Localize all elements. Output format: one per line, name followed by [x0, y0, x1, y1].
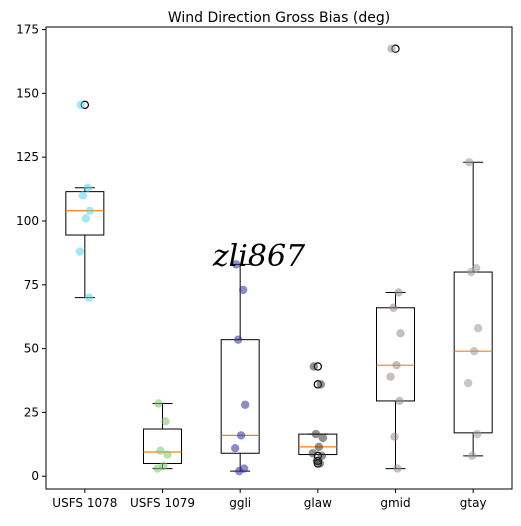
y-axis: 0 25 50 75 100 125 150 175 — [16, 23, 46, 483]
data-point — [315, 459, 325, 468]
y-tick-label: 125 — [16, 150, 39, 164]
data-point — [393, 464, 402, 473]
x-tick-label: gtay — [460, 496, 487, 510]
data-point — [316, 380, 326, 389]
data-point — [395, 396, 404, 406]
y-tick-label: 50 — [24, 342, 39, 356]
box-group — [298, 362, 338, 468]
data-point — [236, 431, 246, 440]
data-point — [473, 323, 483, 333]
y-tick-label: 150 — [16, 86, 39, 100]
data-point — [396, 329, 405, 338]
box-group — [65, 100, 105, 299]
data-point — [230, 443, 240, 453]
box-group — [376, 44, 415, 470]
data-point — [238, 285, 248, 295]
box-group — [143, 402, 182, 470]
data-point — [472, 429, 482, 439]
data-point — [163, 450, 172, 459]
x-tick-label: USFS 1079 — [130, 496, 195, 510]
data-point — [311, 429, 321, 439]
iqr-box — [65, 191, 105, 236]
data-point — [84, 293, 94, 302]
data-point — [233, 335, 243, 344]
iqr-box — [143, 428, 182, 464]
data-point — [85, 206, 95, 215]
data-point — [309, 362, 319, 371]
plot-frame — [45, 26, 513, 490]
data-point — [161, 417, 170, 426]
data-point — [390, 432, 399, 441]
data-point — [308, 449, 318, 458]
x-axis: USFS 1078 USFS 1079 ggli glaw gmid gtay — [52, 489, 487, 510]
data-point — [469, 346, 479, 356]
chart-title: Wind Direction Gross Bias (deg) — [168, 10, 390, 26]
data-point — [463, 378, 473, 388]
data-point — [83, 183, 93, 193]
y-tick-label: 0 — [31, 469, 39, 483]
data-point — [318, 433, 328, 443]
data-point — [466, 267, 476, 277]
plot-area — [65, 44, 493, 476]
box-group — [220, 263, 260, 472]
data-point — [81, 214, 91, 223]
data-point — [156, 446, 165, 455]
data-point — [75, 247, 85, 256]
box-group — [453, 161, 493, 457]
data-point — [387, 44, 396, 53]
y-tick-label: 100 — [16, 214, 39, 228]
data-point — [386, 372, 395, 381]
x-tick-label: glaw — [304, 496, 332, 510]
y-tick-label: 25 — [24, 405, 39, 419]
data-point — [464, 158, 474, 167]
data-point — [240, 400, 250, 409]
data-point — [389, 303, 398, 312]
y-tick-label: 175 — [16, 23, 39, 37]
data-point — [78, 191, 88, 200]
data-point — [392, 361, 401, 370]
y-tick-label: 75 — [24, 278, 39, 292]
data-point — [314, 442, 324, 452]
data-point — [234, 466, 244, 476]
data-point — [154, 399, 163, 408]
iqr-box — [376, 307, 415, 402]
watermark-text: zli867 — [212, 239, 306, 274]
data-point — [394, 288, 403, 297]
data-point — [153, 464, 162, 473]
data-point — [76, 100, 86, 110]
x-tick-label: gmid — [380, 496, 410, 510]
x-tick-label: ggli — [229, 496, 251, 510]
x-tick-label: USFS 1078 — [52, 496, 117, 510]
data-point — [467, 451, 477, 461]
data-point — [231, 260, 241, 269]
